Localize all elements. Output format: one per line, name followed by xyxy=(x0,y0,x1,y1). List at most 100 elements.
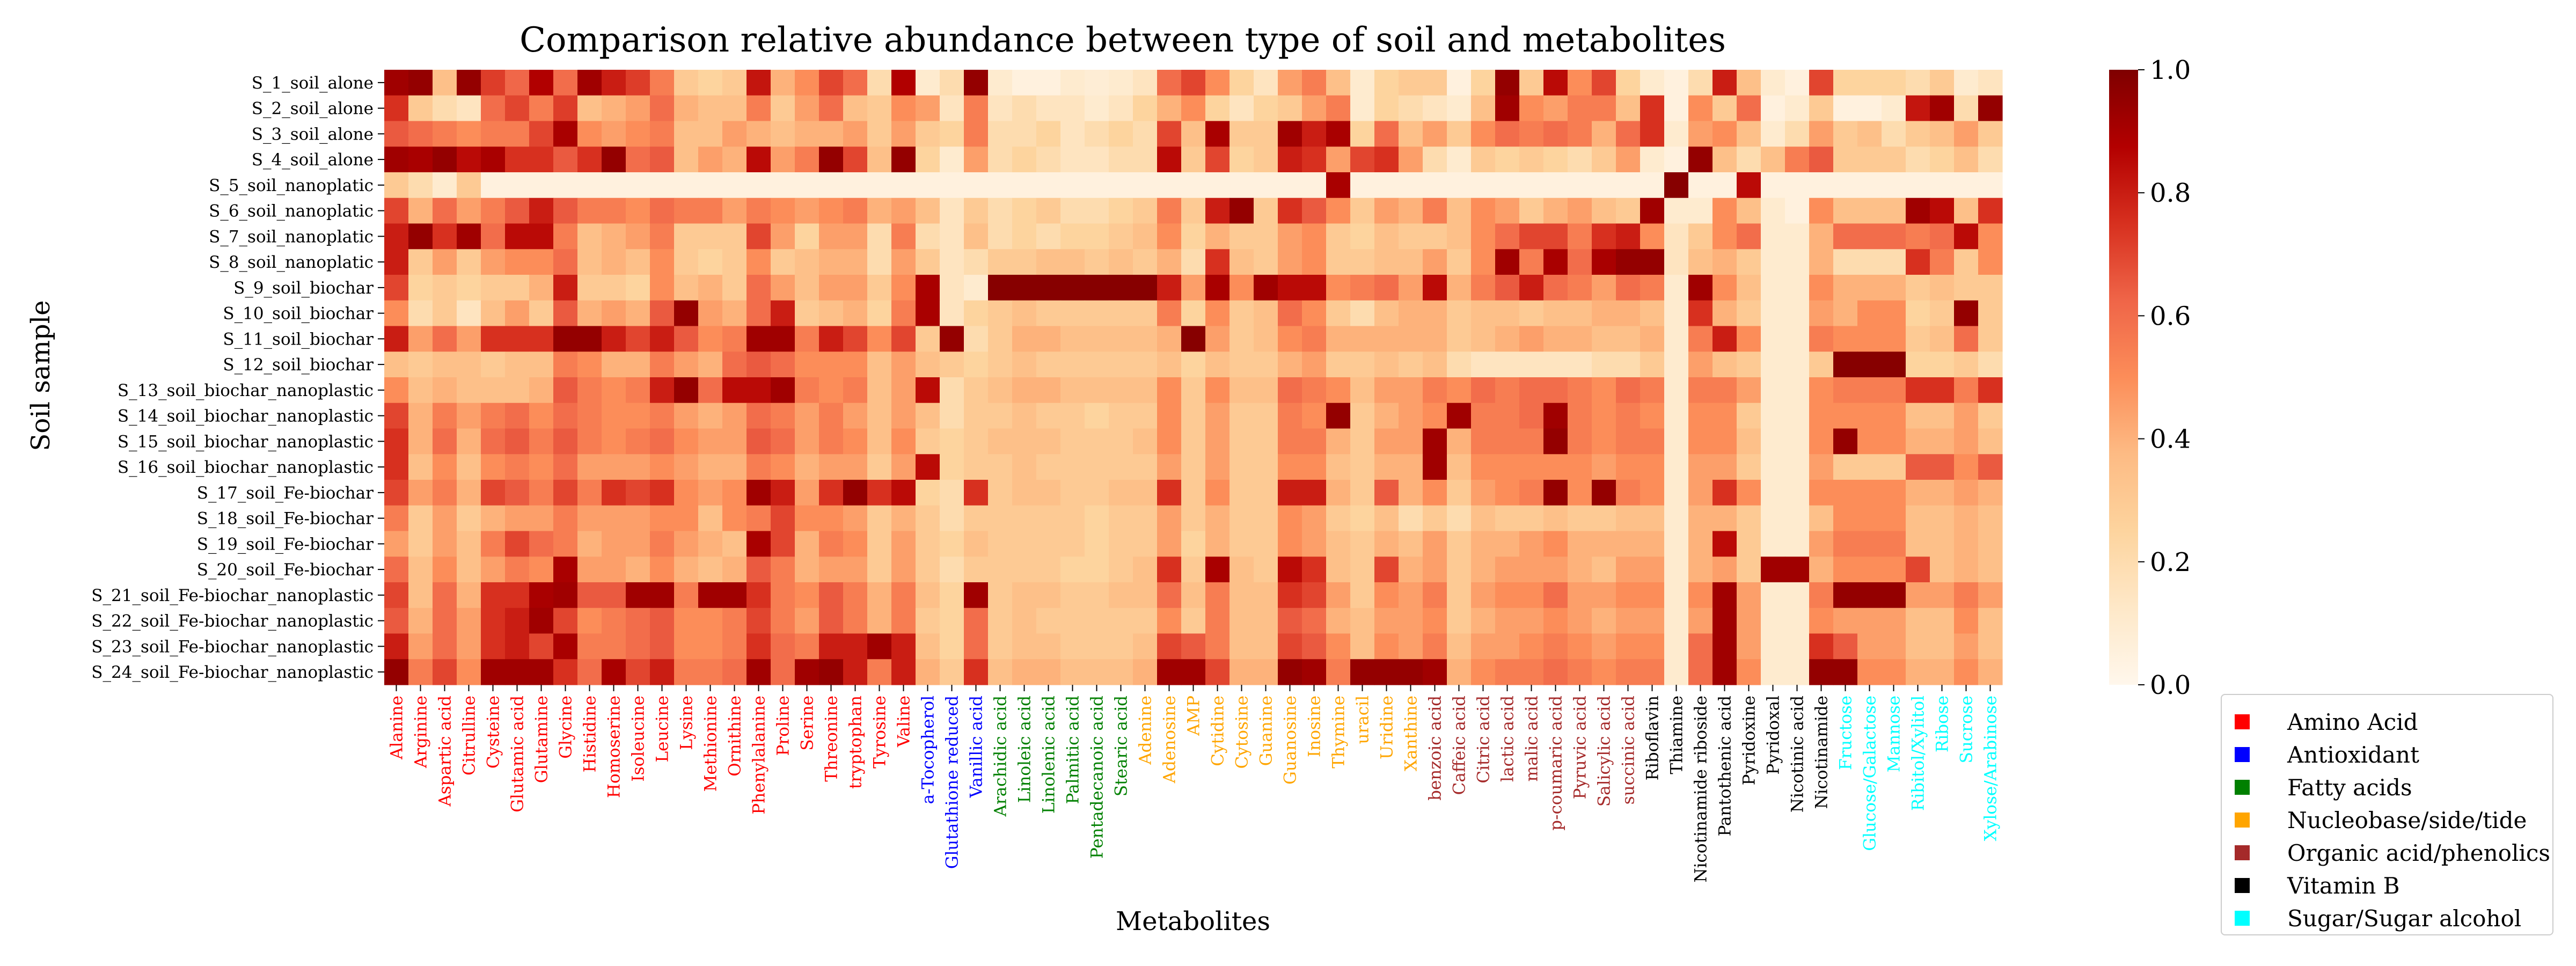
heatmap-cell xyxy=(843,557,868,583)
heatmap-cell xyxy=(1930,121,1955,147)
heatmap-cell xyxy=(988,223,1013,250)
heatmap-cell xyxy=(433,608,457,634)
row-label: S_23_soil_Fe-biochar_nanoplastic xyxy=(91,637,374,656)
heatmap-cell xyxy=(1205,197,1230,224)
heatmap-cell xyxy=(674,454,699,480)
heatmap-cell xyxy=(1930,608,1955,634)
heatmap-cell xyxy=(843,633,868,660)
heatmap-cell xyxy=(457,197,481,224)
heatmap-cell xyxy=(1857,582,1882,609)
heatmap-cell xyxy=(1471,223,1496,250)
heatmap-cell xyxy=(1882,402,1906,429)
heatmap-cell xyxy=(1471,300,1496,327)
legend-swatch xyxy=(2235,813,2250,828)
heatmap-cell xyxy=(1495,428,1520,455)
heatmap-cell xyxy=(1664,121,1689,147)
heatmap-cell xyxy=(698,95,723,122)
heatmap-cell xyxy=(650,428,675,455)
heatmap-cell xyxy=(626,197,650,224)
heatmap-cell xyxy=(1761,582,1785,609)
heatmap-cell xyxy=(1374,557,1399,583)
heatmap-cell xyxy=(553,531,578,557)
heatmap-cell xyxy=(674,633,699,660)
heatmap-cell xyxy=(1423,121,1447,147)
heatmap-cell xyxy=(1181,223,1206,250)
heatmap-cell xyxy=(1350,480,1375,506)
heatmap-cell xyxy=(1833,608,1858,634)
heatmap-cell xyxy=(602,454,626,480)
heatmap-cell xyxy=(988,275,1013,301)
heatmap-cell xyxy=(1688,172,1713,199)
heatmap-cell xyxy=(1278,121,1302,147)
column-label: Ribose xyxy=(1933,696,1952,752)
heatmap-cell xyxy=(1857,121,1882,147)
heatmap-cell xyxy=(819,172,844,199)
heatmap-cell xyxy=(1447,377,1472,404)
heatmap-cell xyxy=(916,249,940,275)
heatmap-cell xyxy=(602,352,626,378)
heatmap-cell xyxy=(964,633,989,660)
column-label: Aspartic acid xyxy=(436,696,455,807)
heatmap-cell xyxy=(650,633,675,660)
heatmap-cell xyxy=(1785,377,1810,404)
heatmap-cell xyxy=(626,121,650,147)
heatmap-cell xyxy=(1713,480,1737,506)
heatmap-cell xyxy=(988,147,1013,173)
heatmap-cell xyxy=(1785,197,1810,224)
heatmap-cell xyxy=(1688,505,1713,532)
heatmap-cell xyxy=(1060,172,1085,199)
heatmap-cell xyxy=(940,659,964,685)
heatmap-cell xyxy=(384,608,409,634)
heatmap-cell xyxy=(867,300,892,327)
heatmap-cell xyxy=(1399,428,1423,455)
heatmap-cell xyxy=(843,70,868,96)
column-label: p-coumaric acid xyxy=(1547,696,1566,831)
heatmap-cell xyxy=(602,223,626,250)
heatmap-cell xyxy=(1978,197,2003,224)
heatmap-cell xyxy=(1012,377,1037,404)
heatmap-cell xyxy=(1906,275,1930,301)
heatmap-cell xyxy=(408,480,433,506)
heatmap-cell xyxy=(1374,505,1399,532)
heatmap-cell xyxy=(529,377,554,404)
heatmap-cell xyxy=(1447,454,1472,480)
heatmap-cell xyxy=(1109,633,1133,660)
heatmap-cell xyxy=(650,454,675,480)
heatmap-cell xyxy=(1254,121,1278,147)
heatmap-cell xyxy=(1326,172,1351,199)
heatmap-cell xyxy=(602,659,626,685)
heatmap-cell xyxy=(1399,402,1423,429)
heatmap-cell xyxy=(1930,505,1955,532)
heatmap-cell xyxy=(1616,70,1641,96)
heatmap-cell xyxy=(988,197,1013,224)
heatmap-cell xyxy=(1688,121,1713,147)
heatmap-cell xyxy=(867,608,892,634)
heatmap-cell xyxy=(1133,275,1158,301)
heatmap-cell xyxy=(1713,147,1737,173)
heatmap-cell xyxy=(1616,352,1641,378)
heatmap-cell xyxy=(1640,95,1665,122)
heatmap-cell xyxy=(1157,659,1182,685)
heatmap-cell xyxy=(505,531,530,557)
heatmap-cell xyxy=(1109,582,1133,609)
heatmap-cell xyxy=(1326,505,1351,532)
heatmap-cell xyxy=(577,608,602,634)
heatmap-cell xyxy=(1978,326,2003,352)
heatmap-cell xyxy=(1205,300,1230,327)
heatmap-cell xyxy=(1278,147,1302,173)
heatmap-cell xyxy=(626,402,650,429)
heatmap-cell xyxy=(1109,531,1133,557)
heatmap-cell xyxy=(1882,172,1906,199)
heatmap-cell xyxy=(1036,70,1061,96)
heatmap-cell xyxy=(771,608,795,634)
heatmap-cell xyxy=(1495,659,1520,685)
column-labels: Alanine Arginine Aspartic acid Citrulline Cy… xyxy=(387,685,2001,883)
heatmap-cell xyxy=(1012,454,1037,480)
heatmap-cell xyxy=(433,582,457,609)
heatmap-cell xyxy=(1519,352,1544,378)
heatmap-cell xyxy=(433,480,457,506)
heatmap-cell xyxy=(1882,480,1906,506)
legend-swatch xyxy=(2235,780,2250,795)
heatmap-cell xyxy=(1447,172,1472,199)
heatmap-cell xyxy=(505,275,530,301)
